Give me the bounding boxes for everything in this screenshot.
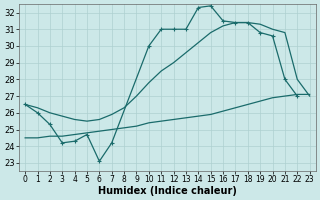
X-axis label: Humidex (Indice chaleur): Humidex (Indice chaleur) <box>98 186 237 196</box>
